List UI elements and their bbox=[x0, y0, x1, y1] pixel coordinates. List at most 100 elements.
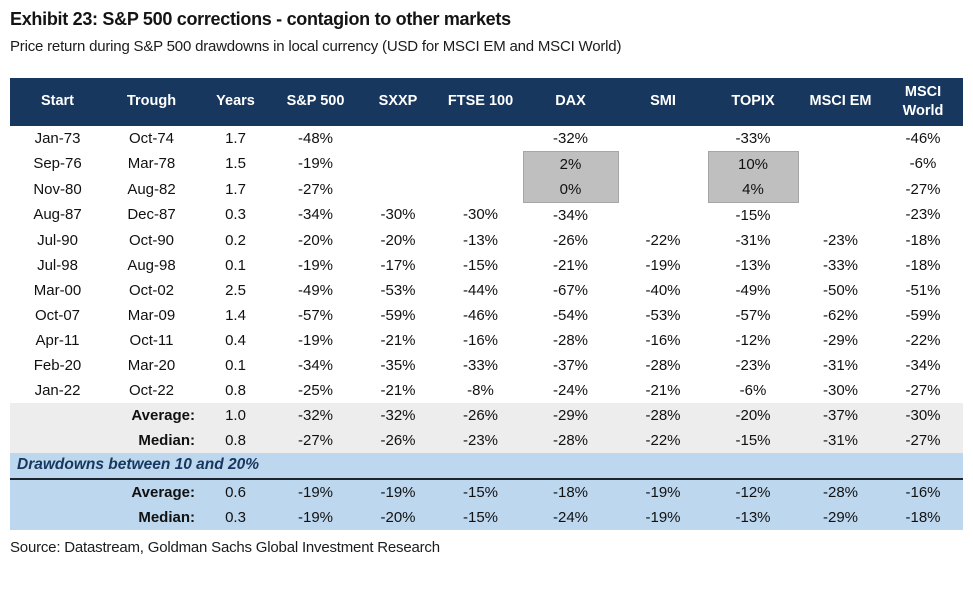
table-cell: -46% bbox=[905, 129, 941, 147]
table-cell: -23% bbox=[822, 231, 859, 249]
table-cell: -27% bbox=[273, 427, 358, 453]
table-cell: -21% bbox=[552, 256, 589, 274]
table-body: Jan-73 Oct-74 1.7 -48% -32% -33% -46% Sep-76 Mar… bbox=[10, 126, 963, 530]
table-cell: -30% bbox=[883, 402, 963, 428]
table-cell: Average: bbox=[105, 478, 198, 505]
table-cell: -12% bbox=[735, 331, 771, 349]
table-cell: -29% bbox=[822, 331, 859, 349]
table-cell: Oct-74 bbox=[128, 129, 174, 147]
table-cell: 1.0 bbox=[198, 402, 273, 428]
table-cell: Median: bbox=[105, 427, 198, 453]
section-label: Drawdowns between 10 and 20% bbox=[10, 452, 963, 480]
column-header: Years bbox=[198, 77, 273, 126]
table-cell: -34% bbox=[552, 206, 589, 224]
table-cell: -30% bbox=[380, 206, 416, 224]
table-cell bbox=[438, 126, 523, 152]
table-cell: Oct-22 bbox=[128, 381, 174, 399]
table-cell: -62% bbox=[822, 306, 859, 324]
table-cell: -8% bbox=[467, 381, 494, 399]
table-cell: -22% bbox=[618, 427, 708, 453]
table-cell: -16% bbox=[462, 331, 499, 349]
table-cell: 1.5 bbox=[225, 155, 246, 173]
column-header: S&P 500 bbox=[273, 77, 358, 126]
table-cell: Mar-00 bbox=[33, 281, 82, 299]
table-cell: Aug-87 bbox=[33, 206, 82, 224]
table-cell: -23% bbox=[735, 356, 771, 374]
table-cell: -34% bbox=[297, 206, 334, 224]
table-cell: Mar-09 bbox=[127, 306, 176, 324]
table-cell: 4% bbox=[707, 176, 799, 203]
table-cell: -21% bbox=[380, 331, 416, 349]
table-cell: Sep-76 bbox=[33, 155, 82, 173]
header-row: Start Trough Years S&P 500 SXXP FTSE 100 DAX SM… bbox=[10, 77, 963, 126]
corrections-table: Start Trough Years S&P 500 SXXP FTSE 100 DAX SM… bbox=[10, 77, 963, 530]
table-cell: -54% bbox=[552, 306, 589, 324]
table-row: Sep-76 Mar-78 1.5 -19% 2% 10% -6% bbox=[10, 150, 963, 177]
table-cell: -17% bbox=[380, 256, 416, 274]
table-cell: -59% bbox=[380, 306, 416, 324]
table-cell: -20% bbox=[708, 402, 798, 428]
table-cell bbox=[10, 504, 105, 530]
table-cell: Apr-11 bbox=[35, 331, 80, 349]
table-cell: -12% bbox=[708, 478, 798, 505]
table-cell: Aug-82 bbox=[127, 180, 176, 198]
table-row: Jul-90 Oct-90 0.2 -20% -20% -13% -26% -22% -31% -… bbox=[10, 228, 963, 253]
table-cell: Jan-73 bbox=[34, 129, 81, 147]
table-cell: 0.8 bbox=[225, 381, 246, 399]
table-cell: 2% bbox=[522, 150, 619, 177]
table-row: Jan-22 Oct-22 0.8 -25% -21% -8% -24% -21% -6% -30… bbox=[10, 378, 963, 403]
table-cell bbox=[358, 177, 438, 203]
source-note: Source: Datastream, Goldman Sachs Global… bbox=[10, 538, 440, 556]
table-cell: -19% bbox=[297, 331, 334, 349]
table-cell: Jul-98 bbox=[37, 256, 78, 274]
table-cell: -27% bbox=[297, 180, 334, 198]
column-header: SXXP bbox=[358, 77, 438, 126]
table-cell: -34% bbox=[905, 356, 941, 374]
table-cell: -19% bbox=[358, 478, 438, 505]
table-cell: 10% bbox=[707, 150, 799, 177]
table-cell: -31% bbox=[822, 356, 859, 374]
exhibit-page: Exhibit 23: S&P 500 corrections - contag… bbox=[10, 9, 963, 556]
column-header: MSCI EM bbox=[798, 77, 883, 126]
table-cell: -15% bbox=[438, 504, 523, 530]
table-row: Apr-11 Oct-11 0.4 -19% -21% -16% -28% -16% -12% -… bbox=[10, 328, 963, 353]
table-cell: -27% bbox=[905, 180, 941, 198]
table-cell: -19% bbox=[645, 256, 681, 274]
table-cell: -26% bbox=[358, 427, 438, 453]
column-header: DAX bbox=[523, 77, 618, 126]
table-cell: -19% bbox=[618, 478, 708, 505]
table-cell: -31% bbox=[798, 427, 883, 453]
table-cell: -34% bbox=[297, 356, 334, 374]
table-cell: -16% bbox=[645, 331, 681, 349]
table-cell: -30% bbox=[822, 381, 859, 399]
table-cell: -25% bbox=[297, 381, 334, 399]
table-row: Median: 0.3 -19% -20% -15% -24% -19% -13% -29% -1… bbox=[10, 504, 963, 530]
table-cell: Jan-22 bbox=[34, 381, 81, 399]
table-cell bbox=[618, 151, 708, 177]
table-cell: -32% bbox=[358, 402, 438, 428]
table-cell bbox=[358, 126, 438, 152]
table-cell: -32% bbox=[552, 129, 589, 147]
table-cell: -37% bbox=[552, 356, 589, 374]
table-cell: -13% bbox=[708, 504, 798, 530]
table-cell: -32% bbox=[273, 402, 358, 428]
table-cell: -19% bbox=[297, 155, 334, 173]
table-cell: -16% bbox=[883, 478, 963, 505]
table-row: Average: 0.6 -19% -19% -15% -18% -19% -12% -28% -… bbox=[10, 478, 963, 505]
table-cell: -46% bbox=[462, 306, 499, 324]
table-row: Jan-73 Oct-74 1.7 -48% -32% -33% -46% bbox=[10, 126, 963, 152]
table-cell: -49% bbox=[735, 281, 771, 299]
table-cell: -30% bbox=[462, 206, 499, 224]
table-cell: -35% bbox=[380, 356, 416, 374]
table-cell: -6% bbox=[739, 381, 767, 399]
table-cell: -40% bbox=[645, 281, 681, 299]
column-header: TOPIX bbox=[708, 77, 798, 126]
table-cell: Average: bbox=[105, 402, 198, 428]
column-header: FTSE 100 bbox=[438, 77, 523, 126]
table-cell: Jul-90 bbox=[37, 231, 78, 249]
table-cell: -33% bbox=[462, 356, 499, 374]
table-row: Average: 1.0 -32% -32% -26% -29% -28% -20% -37% -… bbox=[10, 402, 963, 428]
table-cell: 0.6 bbox=[198, 478, 273, 505]
table-cell: -53% bbox=[645, 306, 681, 324]
table-cell: Oct-90 bbox=[128, 231, 174, 249]
